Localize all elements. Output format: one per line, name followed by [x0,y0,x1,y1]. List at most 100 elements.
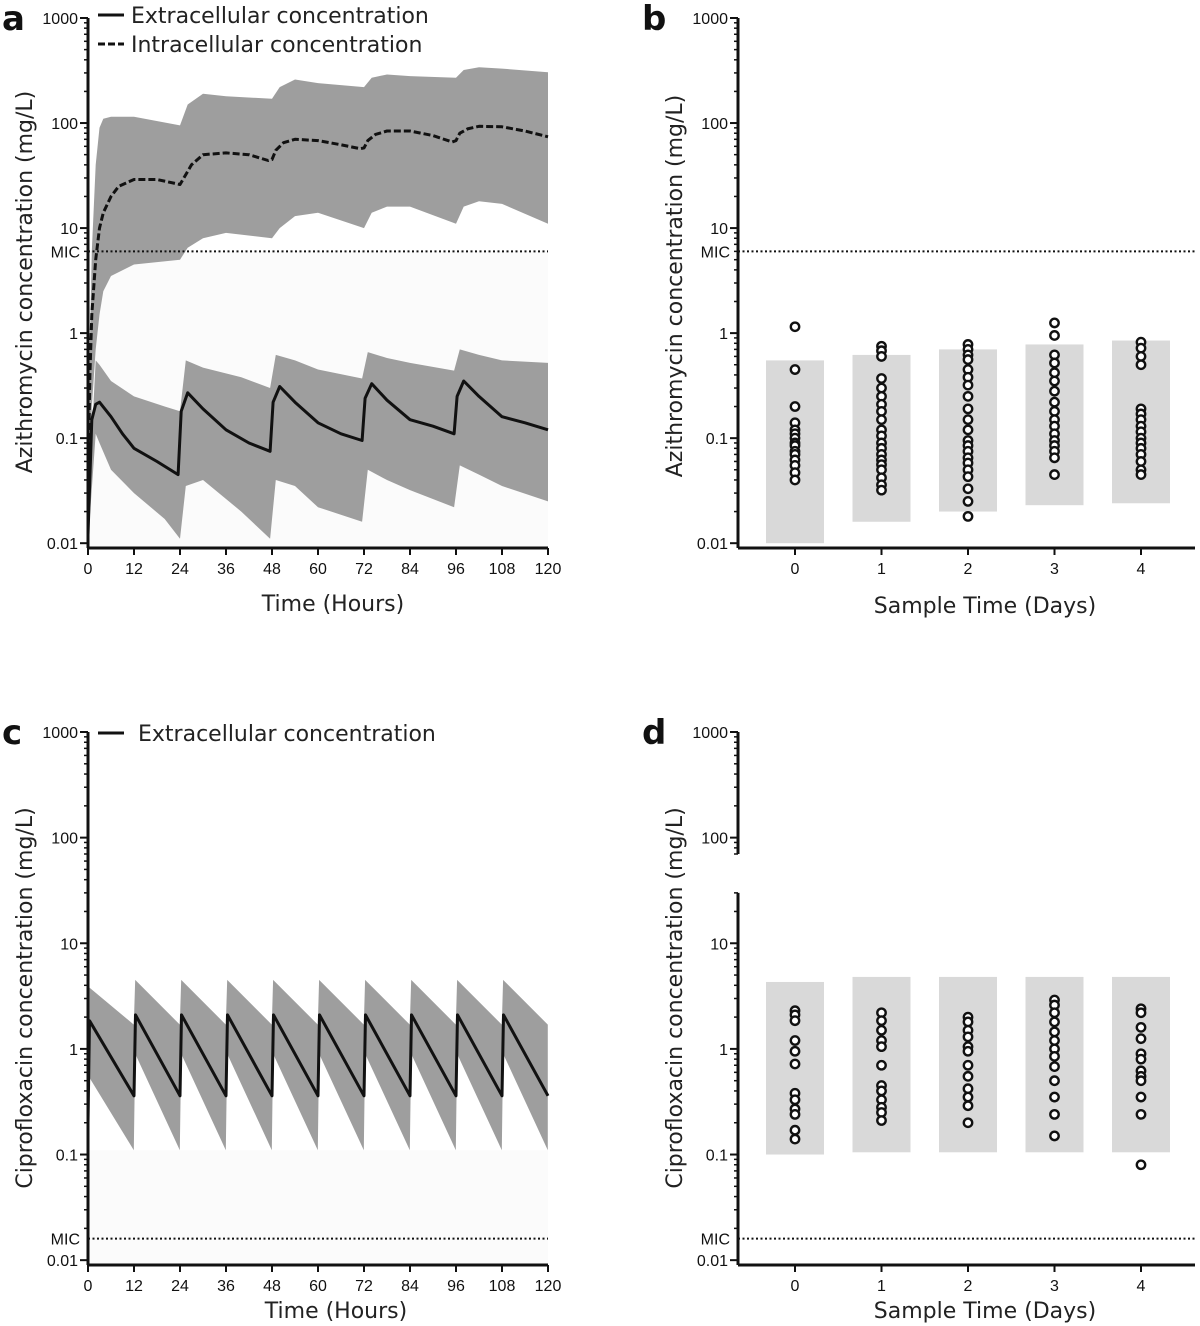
series-lines [86,124,549,535]
x-tick-label: 12 [125,561,143,578]
mic-line: MIC [701,1232,1195,1249]
sample-point [1049,469,1060,480]
y-axis-title: Azithromycin concentration (mg/L) [13,91,38,474]
series-lines [86,1013,550,1123]
confidence-bands [88,979,548,1265]
x-tick-label: 60 [309,1278,327,1295]
sample-point [1049,357,1060,369]
x-axis-title: Time (Hours) [264,1299,407,1324]
mic-label: MIC [51,1232,80,1249]
x-axis-title: Sample Time (Days) [874,594,1096,619]
axes: 0.01 0.1 1 10 100 1000 0 12 24 36 48 60 72 84 96 108 120 [42,725,561,1295]
y-tick-label: 0.1 [706,1148,728,1165]
sample-point [789,1133,801,1145]
panel-label-d: d [642,713,666,753]
panel-b-azithromycin-samples: b MIC 0.01 0.1 1 10 100 1000 0 1 2 3 4 Sample Time… [642,0,1195,619]
sample-point [1135,1091,1147,1103]
legend-label: Intracellular concentration [131,33,422,58]
sample-point [876,1085,887,1097]
y-tick-label: 1000 [692,11,728,28]
panel-d-ciprofloxacin-samples: d MIC 0.01 0.1 1 10 100 1000 0 1 2 3 4 Sample Time… [642,713,1195,1324]
mic-label: MIC [51,244,80,261]
y-tick-label: 1 [719,326,728,343]
intracellular-range-band [88,67,548,494]
x-tick-label: 108 [489,561,516,578]
panel-c-ciprofloxacin-model: c MIC 0.01 0.1 1 10 100 1000 0 12 24 36 48 60 72 84 96… [2,713,561,1324]
axes: 0.01 0.1 1 10 100 1000 0 1 2 3 4 [692,725,1195,1295]
y-tick-label: 10 [60,936,78,953]
sample-point [1135,1033,1147,1045]
sample-points [789,317,1147,522]
sample-point [1049,1061,1060,1072]
x-tick-label: 72 [355,561,373,578]
sample-point [876,351,887,362]
x-tick-label: 2 [964,561,973,578]
sample-point [1049,1026,1060,1038]
intracellular-series-line [86,124,549,481]
x-tick-label: 72 [355,1278,373,1295]
sample-point [789,364,801,375]
sample-point [789,1015,801,1027]
plot-background [88,1150,548,1265]
y-tick-label: 100 [51,116,78,133]
x-tick-label: 84 [401,561,419,578]
sample-point [962,1117,974,1129]
x-tick-label: 60 [309,561,327,578]
y-tick-label: 0.01 [47,536,78,553]
sample-point [876,1059,887,1071]
y-tick-label: 1000 [42,725,78,742]
x-tick-label: 2 [964,1278,973,1295]
sample-point [962,1100,974,1112]
sample-point [876,1115,887,1126]
sample-point [1135,469,1147,480]
sample-point [962,424,974,436]
sample-point [1049,317,1060,329]
x-tick-label: 24 [171,561,189,578]
y-tick-label: 1000 [692,725,728,742]
x-tick-label: 0 [791,561,800,578]
sample-point [1135,1007,1147,1019]
x-axis-title: Sample Time (Days) [874,1299,1096,1324]
sample-point [962,495,974,507]
sample-point [789,474,801,486]
y-tick-label: 1000 [42,11,78,28]
y-tick-label: 100 [51,831,78,848]
panel-label-a: a [2,0,25,39]
x-tick-label: 12 [125,1278,143,1295]
x-tick-label: 108 [489,1278,516,1295]
y-tick-label: 0.1 [56,1148,78,1165]
y-axis-title: Ciprofloxacin concentration (mg/L) [13,807,38,1188]
y-tick-label: 0.01 [47,1253,78,1270]
legend-label: Extracellular concentration [138,722,436,747]
sample-point [1049,385,1060,397]
x-tick-label: 48 [263,561,281,578]
y-tick-label: 100 [701,116,728,133]
extracellular-series-line [86,1013,550,1123]
x-tick-label: 96 [447,1278,465,1295]
sample-point [789,1124,801,1136]
sample-point [1049,1050,1060,1062]
x-tick-label: 4 [1137,561,1146,578]
sample-point [962,390,974,402]
extracellular-range-band [88,979,548,1229]
sample-point [962,471,974,483]
x-tick-label: 48 [263,1278,281,1295]
sample-point [1135,1053,1147,1065]
x-tick-label: 3 [1050,561,1059,578]
x-tick-label: 0 [84,1278,93,1295]
x-tick-label: 96 [447,561,465,578]
axes: 0.01 0.1 1 10 100 1000 0 12 24 36 48 60 72 84 96 108 120 [42,11,561,578]
extracellular-range-band [88,349,548,544]
x-tick-label: 0 [84,561,93,578]
sample-point [962,354,974,365]
sample-point [789,1035,801,1046]
sample-point [876,414,887,426]
sample-point [1049,452,1060,464]
mic-line: MIC [701,244,1195,261]
mic-line: MIC [51,1232,548,1249]
sample-point [1135,1021,1147,1033]
mic-label: MIC [701,244,730,261]
x-tick-label: 36 [217,1278,235,1295]
panel-a-azithromycin-model: a MIC 0.01 0.1 1 10 100 1000 0 12 24 36 48 60 72 84 96… [2,0,561,617]
